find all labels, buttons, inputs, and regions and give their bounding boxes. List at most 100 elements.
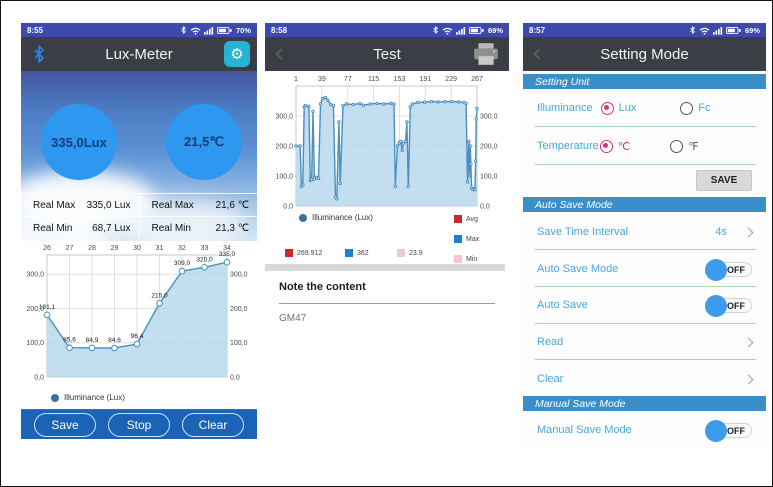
clear-row[interactable]: Clear: [523, 366, 766, 392]
battery-icon: [725, 26, 741, 34]
auto-save-toggle[interactable]: OFF: [705, 294, 752, 317]
temperature-label: Temperature: [537, 140, 599, 152]
signal-icon: [203, 26, 214, 35]
lux-meter-screen: 8:55 70% Lux-Meter ⚙ 335,0Lux 21,5℃: [21, 23, 257, 439]
svg-text:0,0: 0,0: [283, 204, 293, 211]
svg-text:200,0: 200,0: [230, 306, 248, 313]
print-button[interactable]: [473, 42, 499, 66]
battery-percent: 70%: [235, 25, 251, 35]
page-title: Test: [373, 45, 401, 63]
svg-text:39: 39: [318, 76, 326, 83]
read-row[interactable]: Read: [523, 329, 766, 355]
battery-percent: 69%: [487, 25, 503, 35]
battery-icon: [468, 26, 484, 34]
sky-background: 335,0Lux 21,5℃ Real Max 335,0 Lux Real M…: [21, 71, 257, 241]
celsius-option-label[interactable]: ℃: [617, 140, 631, 153]
status-bar: 8:55 70%: [21, 23, 257, 37]
chevron-right-icon: [743, 374, 754, 384]
save-button[interactable]: Save: [34, 412, 96, 437]
read-label: Read: [537, 336, 564, 348]
svg-text:96,4: 96,4: [131, 333, 144, 340]
battery-icon: [216, 26, 232, 34]
real-min-lux-cell: Real Min 68,7 Lux: [21, 217, 139, 239]
page-title: Lux-Meter: [105, 45, 173, 63]
auto-save-mode-toggle[interactable]: OFF: [705, 258, 752, 281]
stat-label: Real Min: [151, 222, 191, 234]
manual-save-mode-row: Manual Save Mode OFF: [523, 417, 766, 443]
svg-text:77: 77: [344, 76, 352, 83]
max-stat: 362: [345, 249, 369, 257]
bluetooth-icon[interactable]: [31, 44, 47, 64]
divider: [535, 359, 756, 360]
svg-text:300,0: 300,0: [26, 272, 44, 279]
auto-save-row: Auto Save OFF: [523, 292, 766, 318]
svg-text:0,0: 0,0: [230, 375, 240, 382]
settings-button[interactable]: ⚙: [224, 41, 250, 67]
manual-save-mode-toggle[interactable]: OFF: [705, 419, 752, 442]
svg-text:181,1: 181,1: [39, 304, 56, 311]
real-min-temp-cell: Real Min 21,3 ℃: [138, 217, 258, 239]
radio-celsius[interactable]: [599, 139, 613, 153]
app-bar: Setting Mode: [523, 37, 766, 71]
signal-icon: [712, 26, 723, 35]
note-content[interactable]: GM47: [279, 313, 307, 324]
table-row: Real Max 335,0 Lux Real Max 21,6 ℃: [21, 193, 257, 216]
real-max-temp-cell: Real Max 21,6 ℃: [138, 194, 258, 216]
toggle-state: OFF: [727, 264, 745, 275]
action-button-bar: Save Stop Clear: [21, 409, 257, 439]
status-bar: 8:58 69%: [265, 23, 509, 37]
chevron-right-icon: [743, 337, 754, 347]
svg-text:115: 115: [368, 76, 379, 83]
svg-text:300,0: 300,0: [230, 272, 248, 279]
status-bar: 8:57 69%: [523, 23, 766, 37]
stat-value: 21,3 ℃: [215, 222, 249, 234]
fahrenheit-option-label[interactable]: ℉: [688, 140, 699, 153]
svg-text:100,0: 100,0: [230, 340, 248, 347]
test-record-screen: 8:58 69% Test 0,0 0,0 100,0 100,0 200,0 200,0…: [265, 23, 509, 443]
toggle-knob: [705, 419, 727, 442]
section-title: Setting Unit: [535, 75, 590, 88]
max-legend-item: Max: [454, 235, 479, 243]
stat-value: 68,7 Lux: [92, 222, 131, 234]
min-swatch-icon: [454, 255, 462, 263]
bluetooth-icon: [433, 26, 438, 34]
stop-button[interactable]: Stop: [108, 412, 170, 437]
illuminance-unit-row: Illuminance Lux Fc: [523, 95, 766, 121]
section-title: Manual Save Mode: [535, 397, 626, 410]
svg-text:215,0: 215,0: [151, 292, 168, 299]
max-swatch-icon: [454, 235, 462, 243]
min-stat: 23.9: [397, 249, 423, 257]
chevron-right-icon: [743, 227, 754, 237]
realtime-chart-panel: 0,0 0,0 100,0 100,0 200,0 200,0 300,0 300,0 26 27…: [21, 241, 257, 409]
svg-text:32: 32: [178, 245, 186, 252]
radio-fc[interactable]: [680, 101, 694, 115]
page-title: Setting Mode: [600, 45, 689, 63]
clear-label: Clear: [537, 373, 564, 385]
save-settings-button[interactable]: SAVE: [696, 170, 752, 191]
toggle-knob: [705, 258, 727, 281]
fc-option-label[interactable]: Fc: [698, 102, 711, 114]
manual-save-mode-label: Manual Save Mode: [537, 424, 632, 436]
svg-text:0,0: 0,0: [480, 204, 490, 211]
temperature-unit-row: Temperature ℃ ℉: [523, 133, 766, 159]
realtime-chart: 0,0 0,0 100,0 100,0 200,0 200,0 300,0 300,0 26 27…: [26, 245, 248, 382]
save-time-interval-label: Save Time Interval: [537, 226, 629, 238]
temperature-gauge: 21,5℃: [166, 104, 242, 180]
avg-swatch-icon: [285, 249, 293, 257]
clear-button[interactable]: Clear: [182, 412, 244, 437]
svg-text:34: 34: [223, 245, 231, 252]
legend-dot-icon: [51, 393, 59, 402]
svg-text:300,0: 300,0: [275, 114, 293, 121]
lux-option-label[interactable]: Lux: [618, 102, 637, 114]
radio-lux[interactable]: [600, 101, 614, 115]
radio-fahrenheit[interactable]: [670, 139, 684, 153]
stat-value: 21,6 ℃: [215, 199, 249, 211]
note-underline: [279, 303, 495, 304]
save-time-interval-row[interactable]: Save Time Interval 4s: [523, 219, 766, 245]
min-swatch-icon: [397, 249, 405, 257]
svg-text:200,0: 200,0: [275, 144, 293, 151]
realtime-stats-table: Real Max 335,0 Lux Real Max 21,6 ℃ Real …: [21, 193, 257, 239]
stat-value: 335,0 Lux: [86, 199, 131, 211]
note-heading: Note the content: [279, 281, 366, 293]
